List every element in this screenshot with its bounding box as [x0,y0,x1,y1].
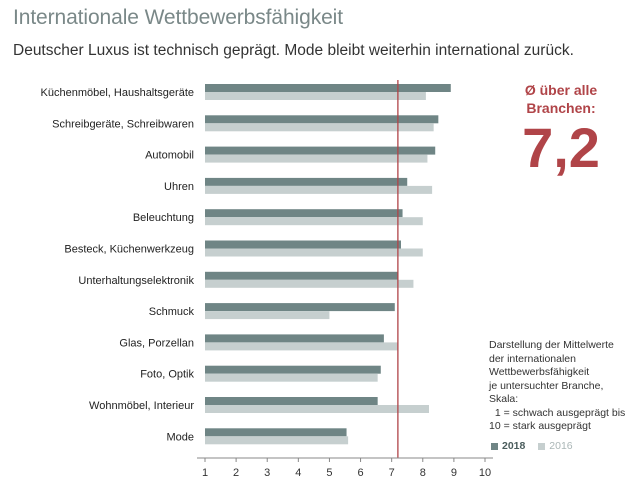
bar-2018 [205,115,439,124]
x-tick-label: 9 [451,467,457,479]
x-tick-label: 10 [479,467,491,479]
chart-title: Internationale Wettbewerbsfähigkeit [13,6,343,29]
bar-2018 [205,177,408,186]
x-tick-label: 1 [202,467,208,479]
chart-note: Darstellung der Mittelwerte der internat… [489,339,625,434]
category-label: Wohnmöbel, Interieur [89,400,194,412]
x-tick-label: 6 [357,467,363,479]
bar-2016 [205,248,423,257]
x-tick-label: 5 [326,467,332,479]
bar-2018 [205,84,451,92]
note-line: Skala: [489,393,519,405]
x-tick-label: 4 [295,467,301,479]
legend-swatch-2016 [538,442,546,450]
bar-2016 [205,92,426,100]
legend-label-2018: 2018 [502,440,526,452]
legend-swatch-2018 [491,442,498,450]
bar-2018 [205,209,403,218]
bar-2016 [205,405,429,413]
category-label: Foto, Optik [140,369,194,381]
category-label: Schreibgeräte, Schreibwaren [52,118,194,130]
bar-2016 [205,185,433,194]
bar-2016 [205,279,414,288]
note-line: Darstellung der Mittelwerte [489,339,614,351]
bar-2016 [205,154,428,163]
bar-2016 [205,123,434,132]
bar-2018 [205,146,436,155]
bar-2018 [205,303,395,312]
category-label: Mode [166,431,194,443]
note-line: 10 = stark ausgeprägt [489,420,591,432]
bar-2016 [205,342,398,351]
note-line: der internationalen [489,352,576,365]
category-label: Automobil [145,150,194,162]
note-line: 1 = schwach ausgeprägt bis [489,406,626,419]
bar-2018 [205,240,401,249]
chart-legend: 2018 2016 [491,440,583,452]
bar-2018 [205,397,378,405]
bar-2016 [205,436,349,445]
note-line: Wettbewerbsfähigkeit [489,366,590,378]
chart-subtitle: Deutscher Luxus ist technisch geprägt. M… [13,42,574,59]
category-label: Unterhaltungselektronik [78,275,194,287]
average-value: 7,2 [522,116,600,179]
bar-2018 [205,271,398,280]
average-label: Ø über alle Branchen: [500,81,622,117]
bar-2016 [205,217,423,226]
average-label-line2: Branchen: [526,100,596,116]
bar-2016 [205,373,378,382]
x-tick-label: 7 [389,467,395,479]
x-tick-label: 8 [420,467,426,479]
bar-2016 [205,311,330,320]
bar-2018 [205,365,381,374]
note-line: je untersuchter Branche, [489,379,604,392]
category-label: Schmuck [149,306,195,318]
x-tick-label: 3 [264,467,270,479]
legend-label-2016: 2016 [549,440,573,452]
category-label: Beleuchtung [133,212,194,224]
category-label: Glas, Porzellan [119,337,194,349]
category-label: Küchenmöbel, Haushaltsgeräte [41,87,194,99]
category-label: Besteck, Küchenwerkzeug [64,244,194,256]
bar-2018 [205,334,384,343]
average-label-line1: Ø über alle [524,82,598,98]
x-tick-label: 2 [233,467,239,479]
legend-item-2018: 2018 [491,440,525,452]
bar-2018 [205,428,347,437]
legend-item-2016: 2016 [538,440,573,452]
category-label: Uhren [164,181,194,193]
